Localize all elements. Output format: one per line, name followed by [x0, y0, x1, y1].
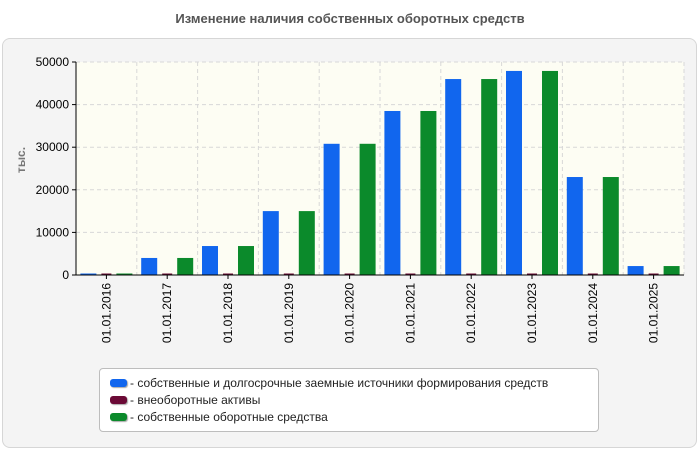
bar-sources[interactable] — [566, 177, 583, 275]
bar-sources[interactable] — [202, 246, 218, 275]
y-axis-label: тыс. — [14, 147, 28, 173]
bar-working-capital[interactable] — [177, 257, 194, 275]
y-tick-label: 0 — [62, 268, 69, 282]
bar-working-capital[interactable] — [602, 177, 619, 275]
bar-noncurrent[interactable] — [466, 273, 477, 276]
bar-noncurrent[interactable] — [223, 273, 233, 276]
legend: - собственные и долгосрочные заемные ист… — [99, 368, 599, 432]
bar-noncurrent[interactable] — [405, 273, 416, 276]
bar-working-capital[interactable] — [663, 266, 680, 275]
bar-sources[interactable] — [80, 273, 97, 276]
x-tick-label: 01.01.2017 — [160, 283, 174, 343]
bar-working-capital[interactable] — [359, 143, 376, 275]
bar-sources[interactable] — [323, 143, 340, 275]
legend-label-sources: собственные и долгосрочные заемные источ… — [137, 375, 549, 390]
y-tick-label: 20000 — [36, 183, 70, 197]
bar-noncurrent[interactable] — [344, 273, 355, 276]
bar-sources[interactable] — [445, 79, 462, 275]
legend-item-working-capital[interactable]: - собственные оборотные средства — [110, 408, 598, 425]
x-tick-label: 01.01.2020 — [343, 283, 357, 343]
x-tick-label: 01.01.2024 — [586, 283, 600, 343]
bar-noncurrent[interactable] — [587, 273, 598, 276]
y-tick-label: 40000 — [36, 98, 70, 112]
bar-sources[interactable] — [384, 110, 401, 276]
y-tick-label: 50000 — [36, 55, 70, 69]
x-tick-label: 01.01.2025 — [647, 283, 661, 343]
y-tick-label: 10000 — [36, 225, 70, 239]
x-tick-label: 01.01.2018 — [221, 283, 235, 343]
bar-sources[interactable] — [141, 257, 158, 275]
bar-working-capital[interactable] — [420, 110, 437, 276]
legend-item-sources[interactable]: - собственные и долгосрочные заемные ист… — [110, 374, 598, 391]
y-tick-label: 30000 — [36, 140, 70, 154]
bar-working-capital[interactable] — [542, 70, 558, 275]
legend-swatch-working-capital — [110, 412, 127, 421]
bar-sources[interactable] — [262, 211, 279, 275]
chart-title: Изменение наличия собственных оборотных … — [175, 11, 525, 26]
legend-swatch-sources — [110, 378, 127, 387]
bar-sources[interactable] — [506, 70, 522, 275]
bar-working-capital[interactable] — [481, 79, 498, 275]
bar-working-capital[interactable] — [298, 211, 315, 275]
bar-noncurrent[interactable] — [162, 273, 173, 276]
x-tick-label: 01.01.2019 — [282, 283, 296, 343]
bar-sources[interactable] — [627, 266, 644, 275]
bar-working-capital[interactable] — [238, 246, 254, 275]
x-tick-label: 01.01.2021 — [403, 283, 417, 343]
bar-noncurrent[interactable] — [648, 273, 659, 276]
bar-noncurrent[interactable] — [283, 273, 294, 276]
legend-item-noncurrent[interactable]: - внеоборотные активы — [110, 391, 598, 408]
x-tick-label: 01.01.2022 — [464, 283, 478, 343]
legend-label-noncurrent: внеоборотные активы — [137, 392, 261, 407]
bar-noncurrent[interactable] — [527, 273, 537, 276]
x-tick-label: 01.01.2016 — [99, 283, 113, 343]
x-tick-label: 01.01.2023 — [525, 283, 539, 343]
bar-working-capital[interactable] — [116, 273, 133, 276]
legend-label-working-capital: собственные оборотные средства — [137, 409, 328, 424]
bar-noncurrent[interactable] — [101, 273, 112, 276]
legend-swatch-noncurrent — [110, 395, 127, 404]
